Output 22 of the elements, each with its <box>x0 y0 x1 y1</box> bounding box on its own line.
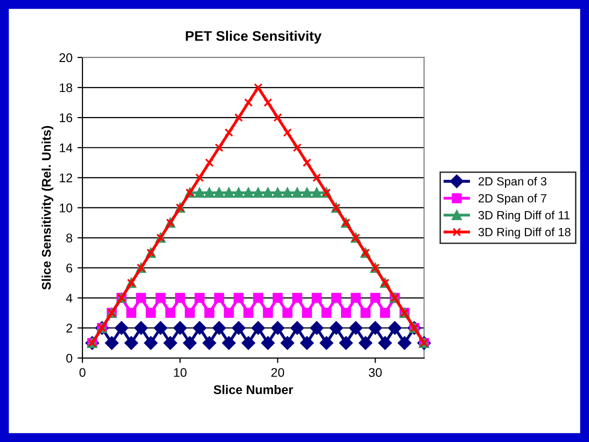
legend-label: 2D Span of 3 <box>478 176 546 188</box>
y-tick-label: 10 <box>60 204 72 212</box>
x-tick-label: 20 <box>271 368 284 377</box>
y-tick-label: 2 <box>66 324 72 332</box>
y-tick-label: 16 <box>60 113 72 122</box>
y-tick-label: 0 <box>66 354 72 363</box>
y-tick-label: 4 <box>66 294 72 302</box>
y-tick-label: 12 <box>60 173 72 182</box>
x-tick-label: 10 <box>174 368 187 377</box>
y-tick-label: 8 <box>66 234 72 242</box>
y-tick-label: 20 <box>59 53 72 62</box>
legend-label: 2D Span of 7 <box>478 194 546 205</box>
x-tick-label: 0 <box>79 368 86 377</box>
y-tick-label: 14 <box>60 144 72 152</box>
chart-title: PET Slice Sensitivity <box>186 30 322 44</box>
x-axis-title: Slice Number <box>214 384 294 394</box>
x-tick-label: 30 <box>368 368 382 377</box>
legend-label: 3D Ring Diff of 11 <box>478 210 570 222</box>
legend-label: 3D Ring Diff of 18 <box>478 228 570 239</box>
y-axis-title: Slice Sensitivity (Rel. Units) <box>42 126 54 290</box>
y-tick-label: 18 <box>60 83 72 92</box>
y-tick-label: 6 <box>66 264 72 273</box>
